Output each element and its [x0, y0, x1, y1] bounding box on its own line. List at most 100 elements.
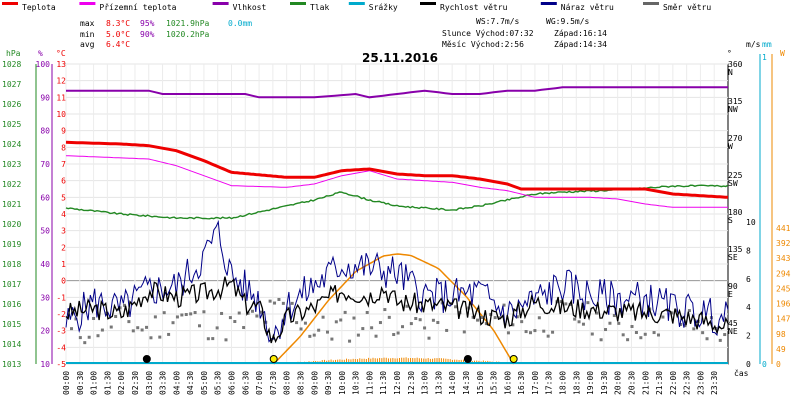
wind-direction-point [581, 322, 585, 326]
y-tick-rain: 1 [762, 53, 767, 62]
stat-avg-temp: 6.4°C [106, 40, 130, 49]
wind-direction-point [83, 341, 87, 345]
wind-direction-point [330, 337, 334, 341]
wind-direction-point [599, 338, 603, 342]
wind-direction-point [431, 318, 435, 322]
wind-direction-point [374, 334, 378, 338]
axis-unit-direction: ° [727, 49, 732, 58]
y-tick-solar: 392 [776, 239, 791, 248]
y-tick-wind: 8 [746, 246, 751, 255]
wind-direction-point [365, 310, 369, 314]
wind-direction-point [701, 331, 705, 335]
wind-direction-point [202, 310, 206, 314]
wind-direction-point [683, 324, 687, 328]
sunset-marker [509, 355, 518, 363]
wind-direction-point [78, 336, 82, 340]
wind-direction-point [343, 310, 347, 314]
wind-direction-point [401, 325, 405, 329]
wind-direction-point [317, 328, 321, 332]
wind-direction-point [687, 309, 691, 313]
wind-direction-point [175, 315, 179, 319]
axes: 00:00 00:30 01:00 01:30 02:00 02:30 03:00 03:30… [2, 40, 791, 395]
wind-direction-point [224, 338, 228, 342]
y-tick-direction: 315 [728, 97, 743, 106]
wind-direction-point [427, 336, 431, 340]
x-tick-label: 00:00 [62, 371, 71, 395]
y-tick-hpa: 1022 [2, 180, 21, 189]
x-tick-label: 04:30 [186, 371, 195, 395]
y-tick-celsius: 7 [61, 160, 66, 169]
x-tick-label: 20:30 [627, 371, 636, 395]
y-tick-pct: 30 [40, 293, 50, 302]
wind-direction-point [290, 301, 294, 305]
wind-direction-point [109, 325, 113, 329]
wind-direction-point [621, 333, 625, 337]
series-temperature [65, 140, 729, 199]
y-tick-pct: 100 [36, 60, 51, 69]
y-tick-celsius: 3 [61, 227, 66, 236]
x-tick-label: 19:00 [586, 371, 595, 395]
y-tick-celsius: 6 [61, 177, 66, 186]
wind-direction-point [228, 316, 232, 320]
x-tick-label: 17:00 [531, 371, 540, 395]
x-tick-label: 13:00 [421, 371, 430, 395]
y-tick-solar: 245 [776, 284, 791, 293]
y-tick-direction: 360 [728, 60, 743, 69]
wind-direction-point [537, 316, 541, 320]
x-tick-label: 15:00 [476, 371, 485, 395]
wind-direction-point [705, 337, 709, 341]
wind-direction-point [233, 320, 237, 324]
y-tick-celsius: 13 [56, 60, 66, 69]
y-tick-wind: 10 [746, 218, 756, 227]
wind-direction-point [118, 306, 122, 310]
wind-direction-point [564, 302, 568, 306]
wind-direction-point [679, 322, 683, 326]
y-tick-compass: E [728, 290, 733, 299]
y-tick-solar: 98 [776, 330, 786, 339]
wind-direction-point [453, 305, 457, 309]
x-tick-label: 19:30 [600, 371, 609, 395]
y-tick-compass: NE [728, 327, 738, 336]
wind-direction-point [361, 327, 365, 331]
wind-direction-point [295, 321, 299, 325]
y-tick-wind: 4 [746, 303, 751, 312]
wind-direction-point [356, 333, 360, 337]
y-tick-celsius: 11 [56, 93, 66, 102]
wind-direction-point [498, 316, 502, 320]
wind-direction-point [462, 330, 466, 334]
wind-direction-point [405, 304, 409, 308]
y-tick-wind: 6 [746, 275, 751, 284]
y-tick-solar: 147 [776, 315, 791, 324]
wind-direction-point [502, 303, 506, 307]
y-tick-direction: 45 [728, 319, 738, 328]
wind-direction-point [617, 321, 621, 325]
stat-max-hum: 95% [140, 19, 155, 28]
wind-direction-point [378, 321, 382, 325]
grid [65, 63, 729, 365]
wind-direction-point [321, 315, 325, 319]
series-wind-speed [65, 276, 729, 344]
axis-unit-pct: % [38, 49, 43, 58]
stat-sun-rise: Slunce Východ:07:32 [442, 29, 534, 38]
wind-direction-point [171, 321, 175, 325]
legend-label: Náraz větru [561, 3, 614, 12]
wind-direction-point [167, 332, 171, 336]
moonset-marker [463, 355, 472, 363]
wind-direction-point [414, 316, 418, 320]
wind-direction-point [409, 322, 413, 326]
x-tick-label: 14:30 [462, 371, 471, 395]
wind-direction-point [100, 328, 104, 332]
legend-swatch [79, 2, 96, 5]
y-tick-pct: 70 [40, 160, 50, 169]
wind-direction-point [670, 311, 674, 315]
wind-direction-point [237, 311, 241, 315]
wind-direction-point [255, 314, 259, 318]
stat-ws: WS:7.7m/s [476, 17, 520, 26]
stat-wg: WG:9.5m/s [546, 17, 590, 26]
wind-direction-point [325, 330, 329, 334]
x-tick-label: 00:30 [76, 371, 85, 395]
x-tick-label: 10:00 [338, 371, 347, 395]
y-tick-celsius: 1 [61, 260, 66, 269]
stat-sun-set: Západ:16:14 [554, 29, 607, 38]
y-tick-hpa: 1028 [2, 60, 21, 69]
